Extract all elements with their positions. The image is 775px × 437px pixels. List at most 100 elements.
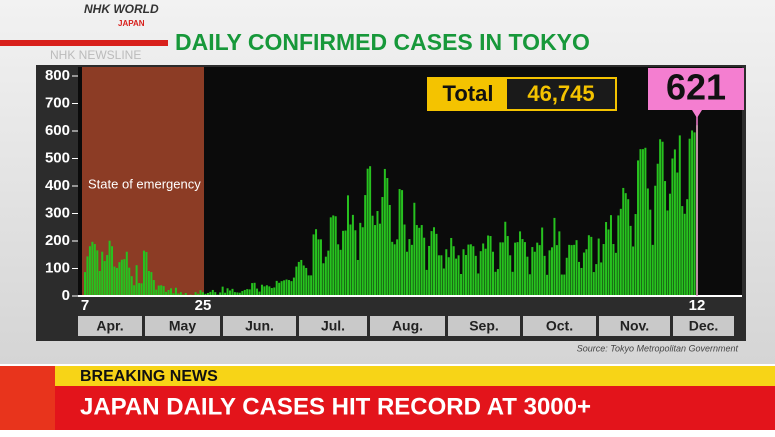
chart-title: DAILY CONFIRMED CASES IN TOKYO bbox=[175, 29, 590, 55]
bar bbox=[555, 245, 558, 296]
bar bbox=[214, 292, 217, 296]
total-label-box bbox=[429, 79, 507, 109]
bar bbox=[300, 259, 303, 296]
bar bbox=[437, 255, 440, 296]
bar bbox=[231, 288, 234, 296]
month-label: Nov. bbox=[620, 318, 649, 334]
bar bbox=[590, 236, 593, 296]
bar bbox=[509, 255, 512, 296]
bar bbox=[113, 266, 116, 296]
bar bbox=[310, 275, 313, 296]
bar bbox=[612, 244, 615, 296]
bar bbox=[344, 230, 347, 296]
y-tick-label: 0 bbox=[62, 287, 70, 304]
bar bbox=[339, 249, 342, 296]
bar bbox=[324, 256, 327, 296]
bar bbox=[381, 197, 384, 296]
bar bbox=[170, 288, 173, 296]
bar bbox=[197, 293, 200, 296]
bar bbox=[346, 195, 349, 296]
bar bbox=[319, 239, 322, 296]
bar bbox=[337, 244, 340, 296]
month-band bbox=[523, 316, 596, 336]
bar bbox=[666, 210, 669, 296]
bar bbox=[167, 289, 170, 296]
bar bbox=[396, 239, 399, 296]
bar bbox=[147, 270, 150, 296]
month-label: Jun. bbox=[245, 318, 274, 334]
bar bbox=[256, 288, 259, 296]
bar bbox=[619, 208, 622, 296]
bar bbox=[120, 259, 123, 296]
bar bbox=[98, 270, 101, 296]
bar bbox=[307, 275, 310, 296]
bar bbox=[447, 257, 450, 296]
bar bbox=[489, 236, 492, 296]
x-tick-label: 25 bbox=[195, 297, 212, 314]
bar bbox=[467, 244, 470, 296]
bar bbox=[91, 241, 94, 296]
bar bbox=[627, 199, 630, 296]
bar bbox=[332, 215, 335, 296]
bar bbox=[533, 251, 536, 296]
bar bbox=[273, 287, 276, 296]
x-tick-label: 7 bbox=[81, 297, 89, 314]
bar bbox=[361, 227, 364, 296]
bar bbox=[369, 166, 372, 296]
bar bbox=[118, 262, 121, 296]
bar bbox=[401, 190, 404, 296]
ticker-header: BREAKING NEWS bbox=[80, 368, 218, 385]
bar bbox=[204, 293, 207, 296]
bar bbox=[108, 240, 111, 296]
bar bbox=[496, 269, 499, 296]
bar bbox=[334, 216, 337, 296]
bar bbox=[238, 292, 241, 296]
bar bbox=[140, 283, 143, 296]
bar bbox=[275, 280, 278, 296]
bar bbox=[445, 249, 448, 296]
bar bbox=[157, 285, 160, 296]
bar bbox=[248, 289, 251, 296]
bar bbox=[351, 214, 354, 296]
bar bbox=[111, 246, 114, 296]
month-label: Apr. bbox=[96, 318, 123, 334]
bar bbox=[686, 199, 689, 296]
annotation: State of emergency bbox=[88, 176, 201, 191]
bar bbox=[472, 246, 475, 296]
bar bbox=[297, 261, 300, 296]
bar bbox=[585, 249, 588, 296]
month-label: Dec. bbox=[689, 318, 719, 334]
bar bbox=[315, 229, 318, 296]
bar bbox=[641, 149, 644, 296]
bar bbox=[622, 187, 625, 296]
bar bbox=[614, 252, 617, 296]
bar bbox=[629, 225, 632, 296]
bar bbox=[651, 244, 654, 296]
bar bbox=[408, 239, 411, 296]
bar bbox=[418, 227, 421, 296]
bar bbox=[292, 277, 295, 296]
bar bbox=[288, 280, 290, 296]
bar bbox=[201, 292, 204, 296]
bar bbox=[258, 291, 261, 296]
bar bbox=[531, 247, 534, 296]
bar bbox=[553, 217, 556, 296]
bar bbox=[693, 132, 696, 296]
bar bbox=[317, 239, 320, 296]
bar bbox=[96, 250, 99, 296]
bar bbox=[428, 245, 431, 296]
bar bbox=[142, 250, 145, 296]
bar bbox=[211, 289, 214, 296]
bar bbox=[563, 274, 566, 296]
bar bbox=[423, 237, 426, 296]
bar bbox=[637, 160, 640, 296]
bar bbox=[455, 258, 458, 296]
bar bbox=[609, 215, 612, 296]
bar bbox=[617, 215, 620, 296]
bar bbox=[676, 172, 679, 296]
bar bbox=[605, 222, 608, 296]
bar bbox=[494, 271, 497, 296]
bar bbox=[548, 250, 551, 296]
bar bbox=[106, 255, 109, 296]
bar bbox=[624, 193, 627, 296]
